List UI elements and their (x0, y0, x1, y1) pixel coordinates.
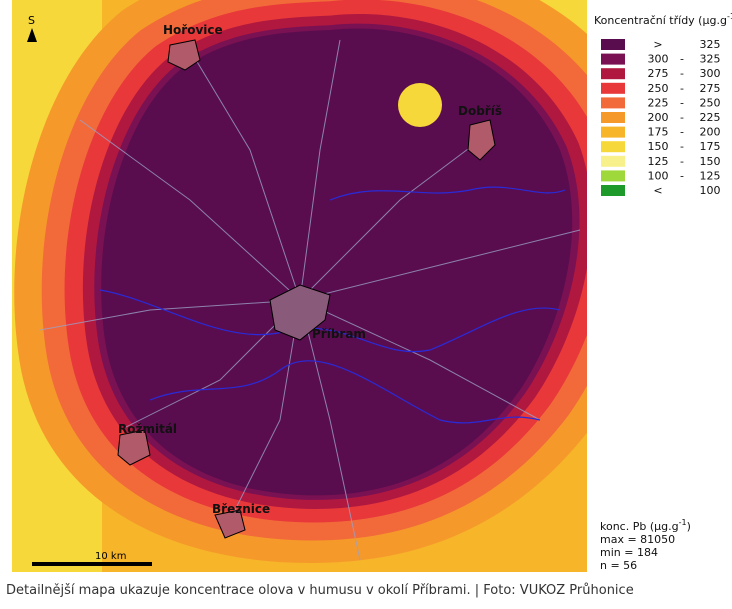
legend-label: > (653, 38, 662, 51)
legend-swatch (601, 97, 625, 109)
legend-label: - (680, 67, 684, 80)
stats-title: konc. Pb (µg.g-1) (600, 518, 691, 533)
stats-line: max = 81050 (600, 533, 675, 546)
legend-swatch (601, 112, 625, 123)
legend-label: - (680, 82, 684, 95)
legend-swatch (601, 155, 625, 167)
scale-label: 10 km (95, 551, 126, 562)
legend-label: 150 (700, 155, 721, 168)
legend-label: 250 (700, 96, 721, 109)
town-label: Hořovice (163, 23, 223, 37)
legend-label: 125 (648, 155, 669, 168)
rivers (99, 186, 566, 424)
legend-label: 100 (700, 184, 721, 197)
legend-label: 325 (700, 53, 721, 66)
north-arrow-label: S (28, 14, 35, 27)
scale-bar (32, 562, 152, 566)
legend-title-sup: -1 (727, 12, 732, 21)
stats-title-text: konc. Pb (µg.g (600, 520, 679, 533)
legend-label: 300 (700, 67, 721, 80)
town-label: Dobříš (458, 104, 502, 118)
legend-label: 250 (648, 82, 669, 95)
town-area (214, 509, 246, 539)
legend-label: 225 (700, 111, 721, 124)
legend-label: - (680, 111, 684, 124)
legend-title-text: Koncentrační třídy (µg.g (594, 14, 727, 27)
concentration-map: Hořovice Dobříš Příbram Rožmitál Březnic… (12, 0, 587, 572)
legend-label: < (653, 184, 662, 197)
caption: Detailnější mapa ukazuje koncentrace olo… (6, 583, 634, 598)
town-area (269, 284, 331, 341)
legend-title: Koncentrační třídy (µg.g-1) (594, 12, 732, 27)
legend-label: 300 (648, 53, 669, 66)
legend-swatch (601, 82, 625, 94)
legend-label: 175 (700, 140, 721, 153)
legend-label: - (680, 96, 684, 109)
town-label: Březnice (212, 502, 270, 516)
zone (398, 83, 442, 127)
stats-line: n = 56 (600, 559, 637, 572)
town-area (117, 429, 151, 466)
town-label: Rožmitál (118, 422, 177, 436)
legend-swatch (601, 126, 625, 138)
map-figure: Hořovice Dobříš Příbram Rožmitál Březnic… (12, 0, 732, 572)
legend-label: 200 (700, 126, 721, 139)
legend-swatch (601, 39, 625, 50)
north-arrow (27, 28, 37, 42)
legend-label: 175 (648, 126, 669, 139)
legend-swatch (601, 53, 625, 65)
legend-label: 275 (700, 82, 721, 95)
legend-swatch (601, 170, 625, 182)
legend-label: 125 (700, 169, 721, 182)
legend-label: - (680, 155, 684, 168)
legend-label: - (680, 140, 684, 153)
stats-line: min = 184 (600, 546, 658, 559)
legend-label: 200 (648, 111, 669, 124)
legend-swatch (601, 141, 625, 153)
legend-label: 325 (700, 38, 721, 51)
legend-label: - (680, 53, 684, 66)
stats-title-end: ) (687, 520, 691, 533)
legend-label: 225 (648, 96, 669, 109)
town-area (467, 119, 496, 161)
legend-label: 275 (648, 67, 669, 80)
town-area (167, 39, 201, 71)
legend-label: 150 (648, 140, 669, 153)
stats-title-sup: -1 (679, 518, 687, 527)
legend: >325300-325275-300250-275225-250200-2251… (601, 38, 721, 197)
legend-label: - (680, 126, 684, 139)
legend-label: 100 (648, 169, 669, 182)
legend-label: - (680, 169, 684, 182)
town-label: Příbram (312, 327, 366, 341)
legend-swatch (601, 185, 625, 196)
legend-swatch (601, 68, 625, 80)
